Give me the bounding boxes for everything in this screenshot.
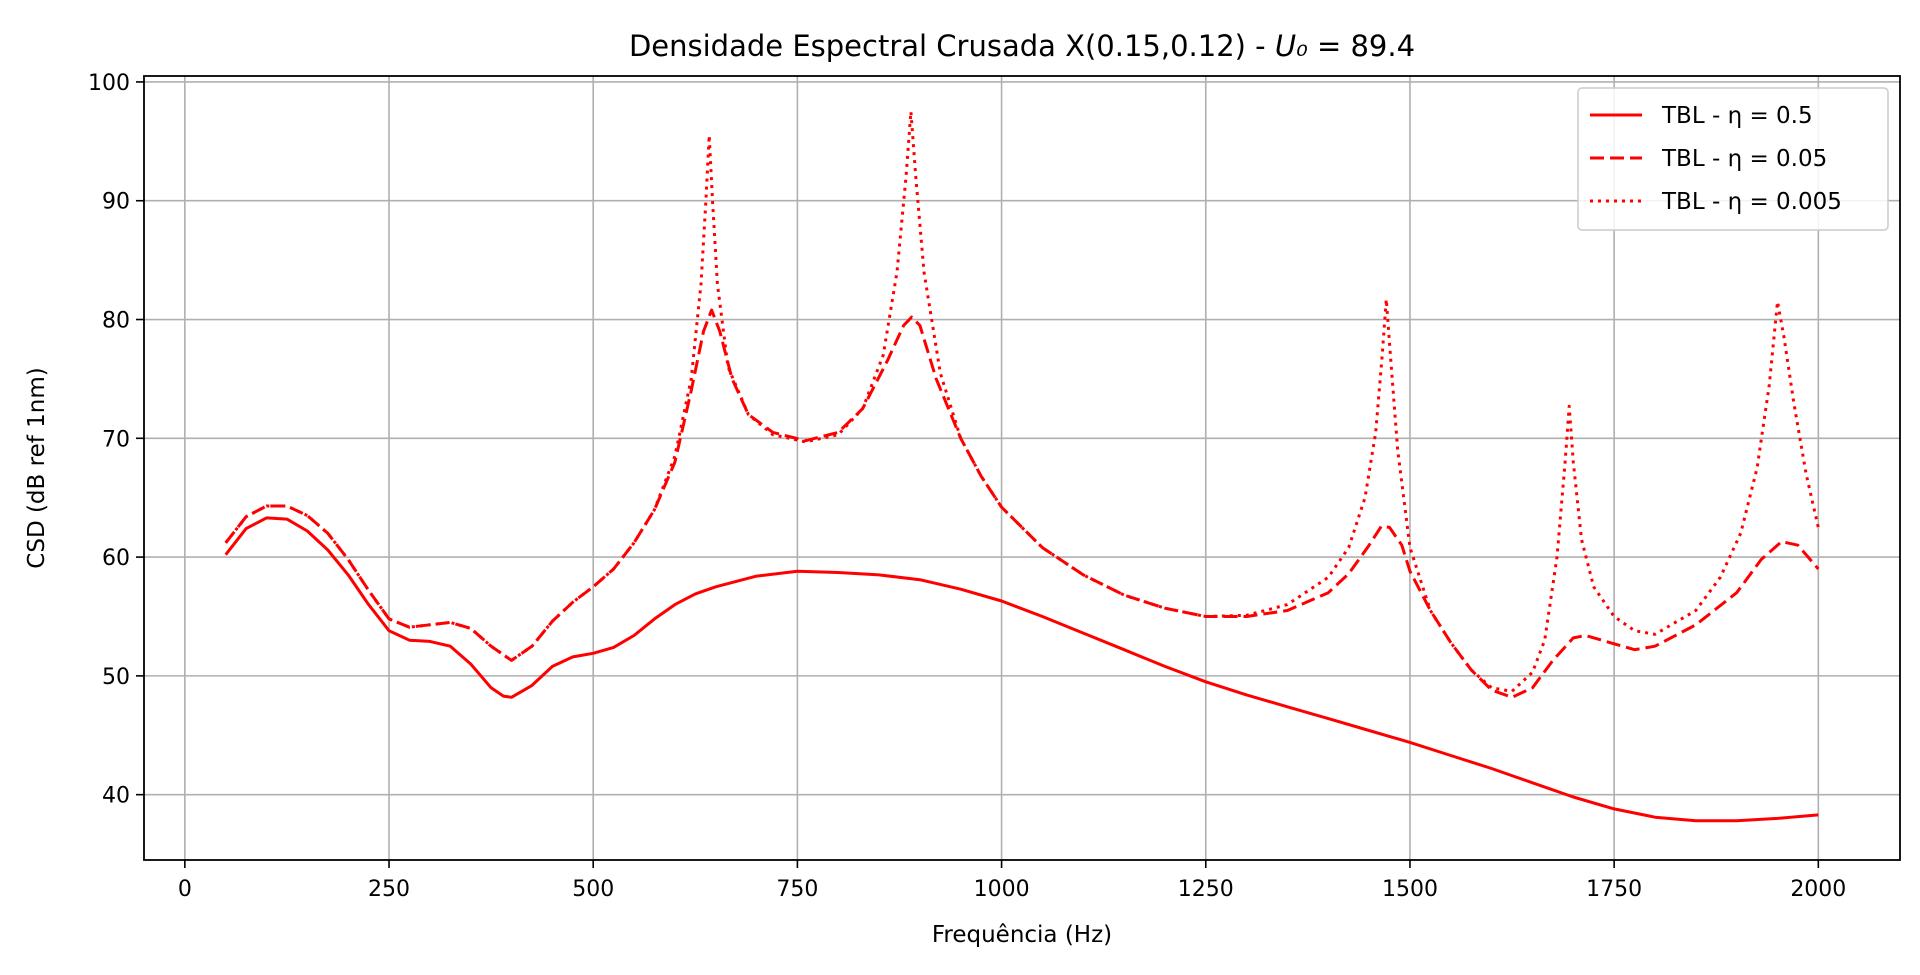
legend: TBL - η = 0.5 TBL - η = 0.05 TBL - η = 0.0…	[1577, 87, 1889, 231]
x-tick-label: 500	[572, 877, 614, 902]
x-tick-label: 250	[368, 877, 410, 902]
x-tick-label: 1000	[974, 877, 1030, 902]
plot-frame	[143, 75, 1901, 861]
x-tick-label: 1250	[1178, 877, 1234, 902]
y-tick-label: 50	[102, 665, 130, 690]
x-tick-label: 1500	[1382, 877, 1438, 902]
y-tick-label: 60	[102, 546, 130, 571]
legend-label-1: TBL - η = 0.5	[1661, 103, 1813, 129]
legend-label-2: TBL - η = 0.05	[1661, 146, 1827, 172]
x-tick-label: 1750	[1586, 877, 1642, 902]
x-tick-label: 750	[776, 877, 818, 902]
ticks: 0 250 500 750 1000 1250 1500 1750 2000 40 50 60 70 80…	[88, 71, 1846, 902]
x-tick-label: 0	[178, 877, 192, 902]
series-layer	[224, 110, 1820, 823]
y-tick-label: 40	[102, 784, 130, 809]
y-tick-label: 70	[102, 427, 130, 452]
series-line-2	[224, 308, 1820, 699]
chart-title: Densidade Espectral Crusada X(0.15,0.12)…	[629, 29, 1415, 63]
legend-label-3: TBL - η = 0.005	[1661, 189, 1842, 215]
series-line-1	[224, 516, 1819, 823]
series-line-3	[224, 110, 1820, 693]
y-tick-label: 80	[102, 309, 130, 334]
y-tick-label: 100	[88, 71, 130, 96]
x-tick-label: 2000	[1790, 877, 1846, 902]
x-axis-label: Frequência (Hz)	[932, 922, 1112, 948]
y-axis-label: CSD (dB ref 1nm)	[24, 367, 50, 568]
y-tick-label: 90	[102, 190, 130, 215]
legend-box	[1577, 87, 1889, 231]
